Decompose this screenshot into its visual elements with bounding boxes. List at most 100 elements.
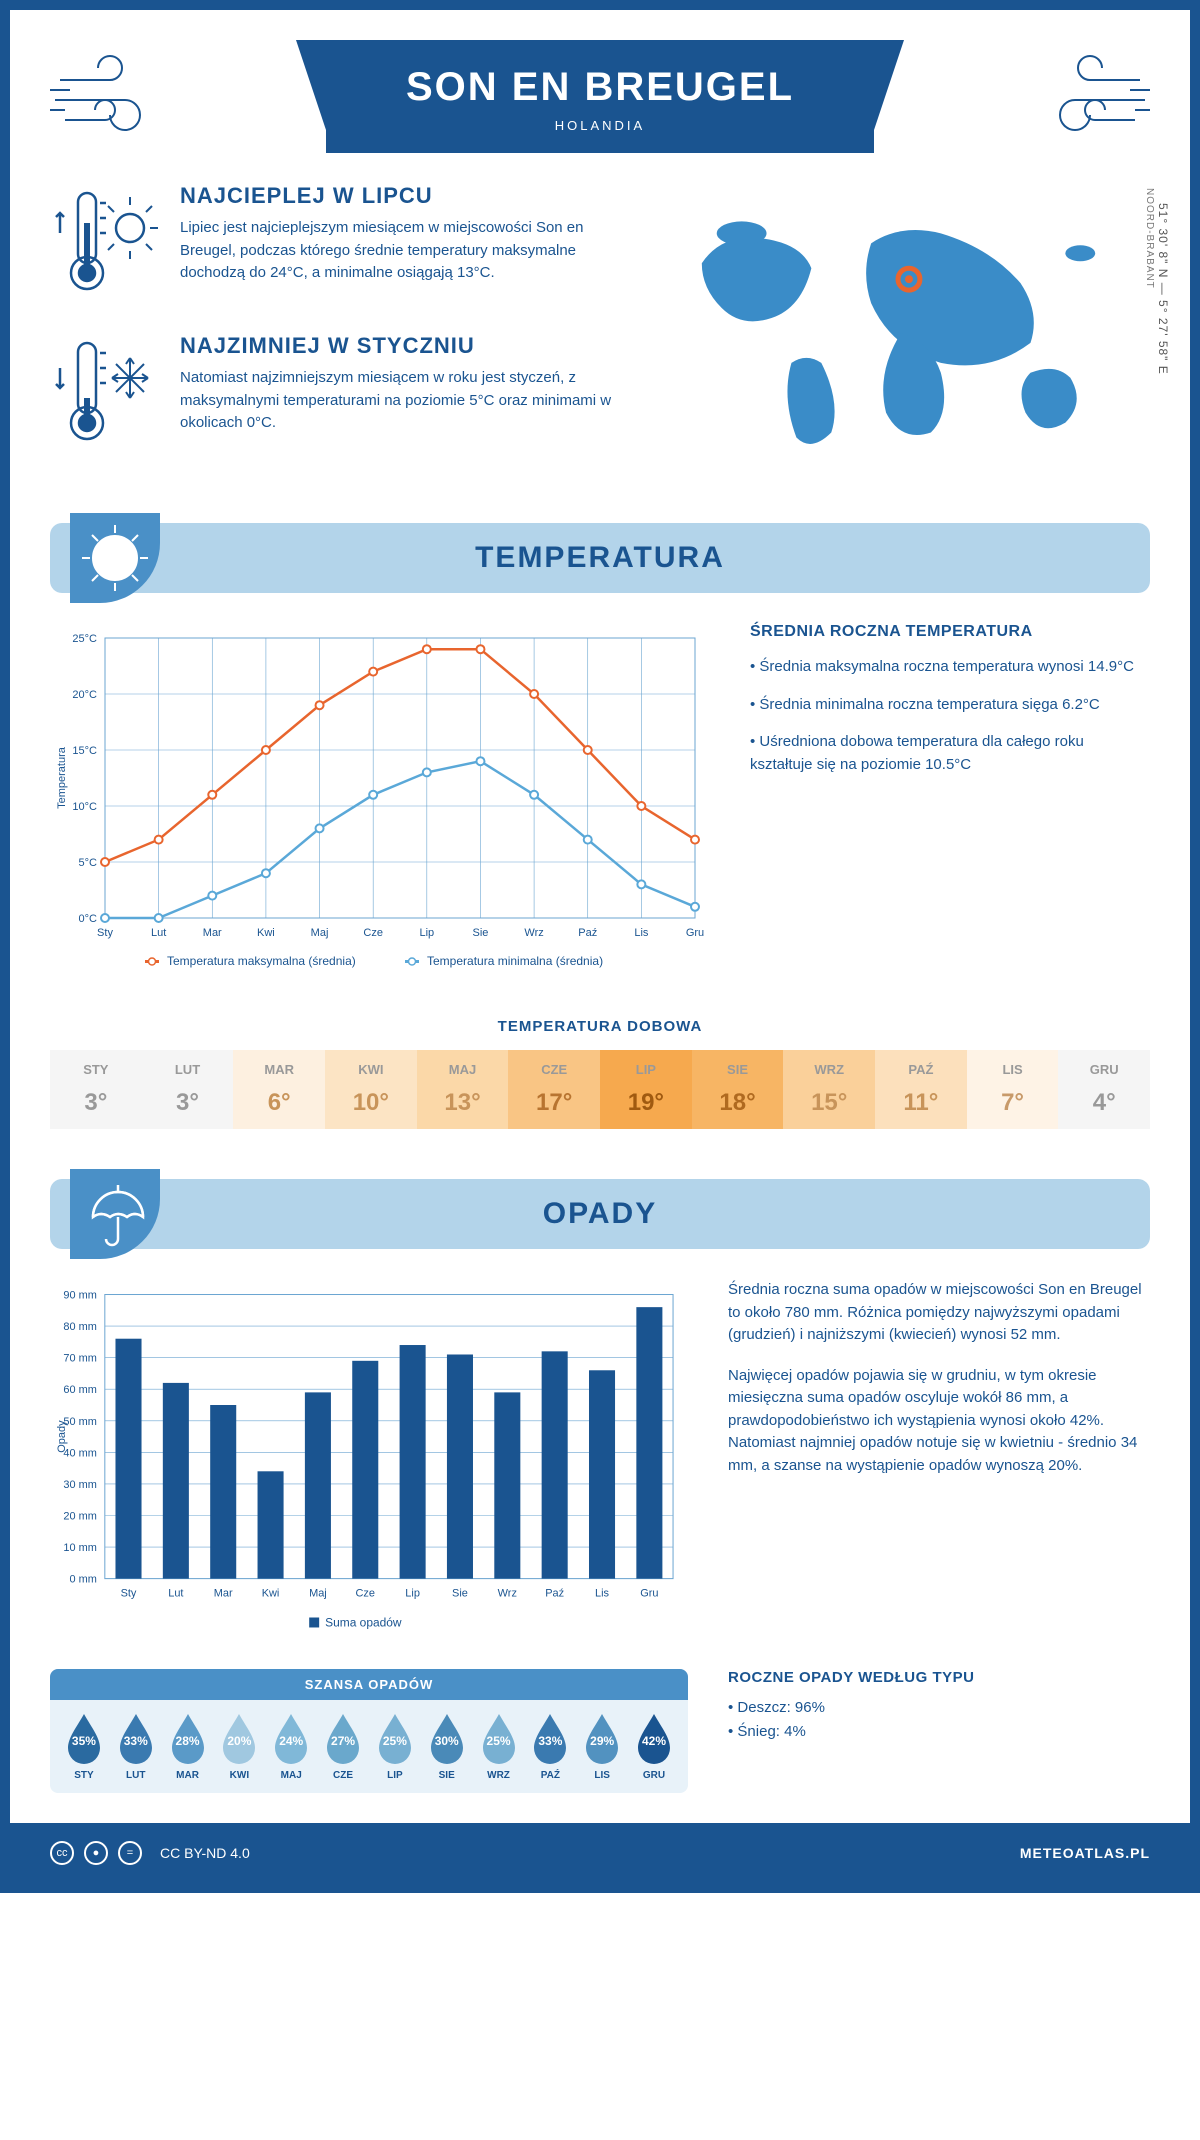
daily-cell: PAŹ11° [875,1050,967,1129]
svg-text:Cze: Cze [356,1588,375,1600]
coldest-title: NAJZIMNIEJ W STYCZNIU [180,333,622,359]
svg-text:Mar: Mar [214,1588,233,1600]
daily-cell: MAR6° [233,1050,325,1129]
daily-cell: LUT3° [142,1050,234,1129]
daily-cell: LIP19° [600,1050,692,1129]
svg-text:60 mm: 60 mm [63,1384,96,1396]
umbrella-icon [70,1169,160,1259]
cc-icon: cc [50,1841,74,1865]
precip-section-header: OPADY [50,1179,1150,1249]
rain-drop: 28%MAR [162,1712,214,1781]
daily-cell: STY3° [50,1050,142,1129]
svg-text:Sie: Sie [452,1588,468,1600]
daily-cell: GRU4° [1058,1050,1150,1129]
svg-text:70 mm: 70 mm [63,1353,96,1365]
svg-text:Cze: Cze [363,927,383,939]
daily-cell: MAJ13° [417,1050,509,1129]
wind-icon [50,50,170,145]
precip-type-line: • Śnieg: 4% [728,1720,1150,1744]
precipitation-bar-chart: 0 mm10 mm20 mm30 mm40 mm50 mm60 mm70 mm8… [50,1279,688,1644]
svg-text:Lip: Lip [405,1588,420,1600]
temp-bullet: • Uśredniona dobowa temperatura dla całe… [750,731,1150,776]
title-banner: SON EN BREUGEL HOLANDIA [326,40,874,153]
intro-section: NAJCIEPLEJ W LIPCU Lipiec jest najcieple… [50,183,1150,483]
sun-icon [70,513,160,603]
precip-type-title: ROCZNE OPADY WEDŁUG TYPU [728,1669,1150,1686]
coldest-text: Natomiast najzimniejszym miesiącem w rok… [180,367,622,435]
svg-text:Paź: Paź [545,1588,564,1600]
svg-text:Wrz: Wrz [498,1588,517,1600]
rain-drop: 25%WRZ [473,1712,525,1781]
world-map: NOORD-BRABANT 51° 30' 8" N — 5° 27' 58" … [652,183,1150,483]
temp-bullet: • Średnia maksymalna roczna temperatura … [750,656,1150,679]
rain-drop: 27%CZE [317,1712,369,1781]
svg-text:30 mm: 30 mm [63,1479,96,1491]
rain-drop: 33%PAŹ [524,1712,576,1781]
site-name: METEOATLAS.PL [1020,1845,1150,1861]
rain-chance-title: SZANSA OPADÓW [50,1669,688,1700]
header: SON EN BREUGEL HOLANDIA [50,40,1150,153]
precip-title: OPADY [50,1197,1150,1231]
coords-label: 51° 30' 8" N — 5° 27' 58" E [1156,203,1170,375]
page-subtitle: HOLANDIA [406,118,794,133]
svg-text:Gru: Gru [640,1588,658,1600]
rain-drop: 33%LUT [110,1712,162,1781]
daily-temp-table: STY3°LUT3°MAR6°KWI10°MAJ13°CZE17°LIP19°S… [50,1050,1150,1129]
daily-cell: KWI10° [325,1050,417,1129]
page-title: SON EN BREUGEL [406,65,794,110]
svg-text:Maj: Maj [309,1588,327,1600]
svg-text:Lut: Lut [168,1588,183,1600]
temperature-line-chart: 0°C5°C10°C15°C20°C25°CStyLutMarKwiMajCze… [50,623,710,988]
region-label: NOORD-BRABANT [1144,188,1155,289]
svg-text:80 mm: 80 mm [63,1321,96,1333]
svg-text:Lut: Lut [151,927,166,939]
precip-text: Najwięcej opadów pojawia się w grudniu, … [728,1365,1150,1478]
hottest-text: Lipiec jest najcieplejszym miesiącem w m… [180,217,622,285]
svg-text:50 mm: 50 mm [63,1416,96,1428]
rain-drop: 42%GRU [628,1712,680,1781]
thermometer-cold-icon [50,333,160,458]
rain-drop: 35%STY [58,1712,110,1781]
svg-text:Temperatura: Temperatura [56,746,68,809]
svg-text:20°C: 20°C [72,689,97,701]
rain-drop: 24%MAJ [265,1712,317,1781]
hottest-block: NAJCIEPLEJ W LIPCU Lipiec jest najcieple… [50,183,622,308]
svg-text:Sty: Sty [121,1588,137,1600]
svg-text:Mar: Mar [203,927,222,939]
svg-text:25°C: 25°C [72,633,97,645]
temp-bullet: • Średnia minimalna roczna temperatura s… [750,694,1150,717]
svg-text:20 mm: 20 mm [63,1510,96,1522]
svg-text:Temperatura minimalna (średnia: Temperatura minimalna (średnia) [427,954,603,968]
daily-cell: CZE17° [508,1050,600,1129]
license-text: CC BY-ND 4.0 [160,1845,250,1861]
rain-drop: 25%LIP [369,1712,421,1781]
svg-text:Sie: Sie [473,927,489,939]
svg-text:10°C: 10°C [72,801,97,813]
svg-text:Maj: Maj [311,927,329,939]
svg-text:Lip: Lip [419,927,434,939]
svg-text:Wrz: Wrz [524,927,543,939]
rain-drop: 20%KWI [213,1712,265,1781]
by-icon: ● [84,1841,108,1865]
rain-drop: 30%SIE [421,1712,473,1781]
rain-drop: 29%LIS [576,1712,628,1781]
daily-cell: WRZ15° [783,1050,875,1129]
hottest-title: NAJCIEPLEJ W LIPCU [180,183,622,209]
temp-title: TEMPERATURA [50,541,1150,575]
svg-text:Kwi: Kwi [262,1588,280,1600]
svg-text:Gru: Gru [686,927,704,939]
daily-temp-title: TEMPERATURA DOBOWA [50,1018,1150,1035]
daily-cell: LIS7° [967,1050,1059,1129]
thermometer-hot-icon [50,183,160,308]
footer: cc ● = CC BY-ND 4.0 METEOATLAS.PL [10,1823,1190,1883]
svg-text:Kwi: Kwi [257,927,275,939]
svg-text:40 mm: 40 mm [63,1447,96,1459]
svg-text:Sty: Sty [97,927,113,939]
nd-icon: = [118,1841,142,1865]
rain-chance-box: SZANSA OPADÓW 35%STY33%LUT28%MAR20%KWI24… [50,1669,688,1793]
precip-type-line: • Deszcz: 96% [728,1696,1150,1720]
svg-text:Paź: Paź [578,927,597,939]
wind-icon [1030,50,1150,145]
svg-text:Suma opadów: Suma opadów [325,1615,402,1629]
svg-text:Temperatura maksymalna (średni: Temperatura maksymalna (średnia) [167,954,356,968]
